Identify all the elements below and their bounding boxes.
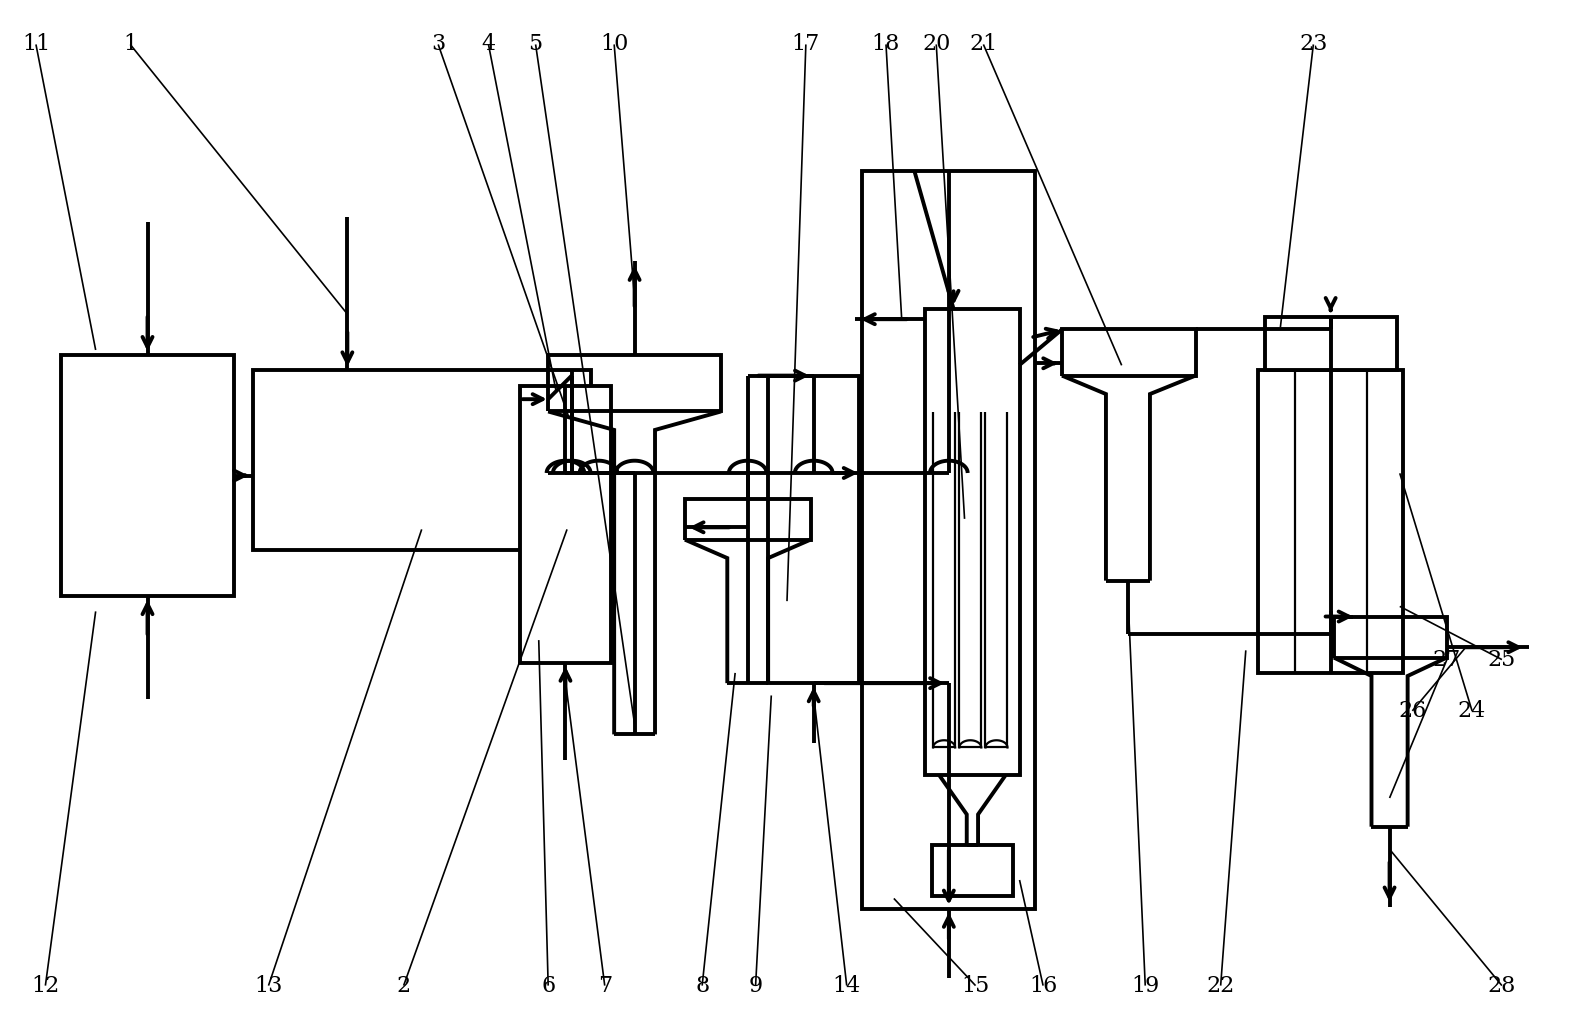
Text: 20: 20	[922, 34, 951, 56]
Text: 24: 24	[1458, 700, 1486, 722]
Bar	[1264, 318, 1396, 370]
Text: 22: 22	[1207, 975, 1234, 996]
Bar	[1258, 370, 1402, 673]
Text: 13: 13	[255, 975, 283, 996]
Text: 14: 14	[833, 975, 861, 996]
Text: 17: 17	[792, 34, 820, 56]
Text: 6: 6	[541, 975, 556, 996]
Text: 4: 4	[482, 34, 496, 56]
Text: 5: 5	[529, 34, 543, 56]
Text: 3: 3	[431, 34, 445, 56]
Text: 16: 16	[1029, 975, 1058, 996]
Text: 1: 1	[123, 34, 137, 56]
Bar	[61, 355, 235, 596]
Text: 19: 19	[1132, 975, 1160, 996]
Bar	[926, 309, 1020, 775]
Text: 7: 7	[598, 975, 612, 996]
Text: 25: 25	[1487, 649, 1516, 670]
Bar	[253, 370, 590, 550]
Text: 18: 18	[872, 34, 900, 56]
Text: 9: 9	[749, 975, 763, 996]
Text: 10: 10	[600, 34, 628, 56]
Text: 21: 21	[970, 34, 998, 56]
Text: 15: 15	[962, 975, 990, 996]
Text: 2: 2	[397, 975, 411, 996]
Text: 12: 12	[31, 975, 60, 996]
Bar	[863, 171, 1036, 909]
Text: 27: 27	[1432, 649, 1461, 670]
Bar	[932, 845, 1014, 896]
Text: 8: 8	[696, 975, 710, 996]
Text: 23: 23	[1299, 34, 1327, 56]
Text: 11: 11	[22, 34, 50, 56]
Bar	[768, 375, 859, 684]
Text: 28: 28	[1487, 975, 1516, 996]
Text: 26: 26	[1398, 700, 1426, 722]
Bar	[519, 386, 611, 663]
